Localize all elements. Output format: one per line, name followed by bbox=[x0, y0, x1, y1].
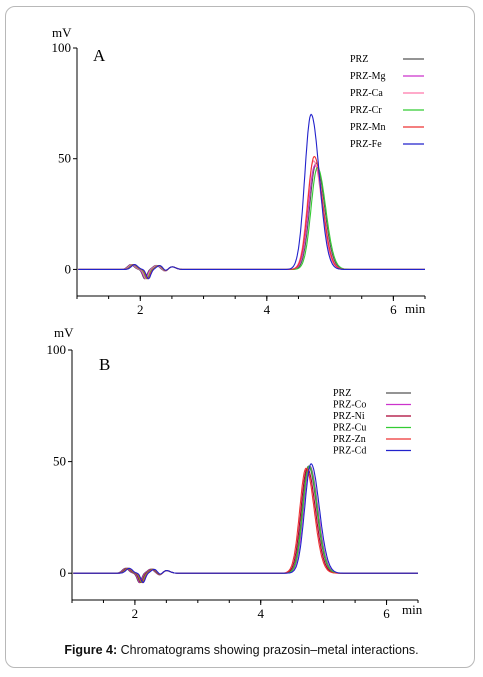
y-tick-label: 100 bbox=[47, 342, 67, 357]
panel-label: B bbox=[99, 355, 110, 374]
legend-label: PRZ-Fe bbox=[350, 139, 382, 150]
legend-label: PRZ-Cu bbox=[333, 423, 366, 434]
panel-label: A bbox=[93, 46, 106, 65]
series-line bbox=[73, 465, 418, 584]
x-unit-label: min bbox=[402, 602, 423, 617]
series-line bbox=[73, 463, 418, 584]
series-line bbox=[78, 160, 425, 280]
panel-a: 0 50 100 2 4 6 mV min A PRZ PRZ-Mg PRZ-Ca PRZ-Cr PRZ-… bbox=[52, 25, 426, 317]
legend-label: PRZ bbox=[350, 54, 368, 65]
x-tick-label: 2 bbox=[137, 302, 144, 317]
series-line bbox=[78, 162, 425, 280]
series-line bbox=[73, 465, 418, 584]
legend-label: PRZ-Ni bbox=[333, 411, 365, 422]
y-unit-label: mV bbox=[54, 325, 74, 340]
series-line bbox=[78, 155, 425, 280]
y-tick-label: 0 bbox=[60, 565, 67, 580]
series-line bbox=[78, 113, 425, 280]
figure-frame bbox=[5, 6, 475, 668]
caption-text: Chromatograms showing prazosin–metal int… bbox=[117, 643, 419, 657]
legend-label: PRZ-Cd bbox=[333, 446, 366, 457]
legend-label: PRZ-Zn bbox=[333, 434, 366, 445]
series-line bbox=[78, 164, 425, 280]
legend-label: PRZ-Mn bbox=[350, 122, 386, 133]
series-line bbox=[78, 166, 425, 280]
y-tick-label: 0 bbox=[65, 261, 72, 276]
legend-label: PRZ-Mg bbox=[350, 71, 386, 82]
x-unit-label: min bbox=[405, 301, 426, 316]
x-tick-label: 2 bbox=[132, 606, 139, 621]
x-tick-label: 4 bbox=[264, 302, 271, 317]
legend-label: PRZ-Ca bbox=[350, 88, 383, 99]
series-line bbox=[73, 467, 418, 584]
legend-label: PRZ-Co bbox=[333, 400, 366, 411]
x-tick-label: 6 bbox=[390, 302, 397, 317]
caption-label: Figure 4: bbox=[64, 643, 118, 657]
legend-label: PRZ-Cr bbox=[350, 105, 382, 116]
x-tick-label: 6 bbox=[383, 606, 390, 621]
y-tick-label: 100 bbox=[52, 40, 72, 55]
y-unit-label: mV bbox=[52, 25, 72, 40]
y-tick-label: 50 bbox=[58, 151, 71, 166]
legend-label: PRZ bbox=[333, 388, 351, 399]
x-tick-label: 4 bbox=[257, 606, 264, 621]
series-line bbox=[73, 465, 418, 584]
y-tick-label: 50 bbox=[53, 454, 66, 469]
figure-caption: Figure 4: Chromatograms showing prazosin… bbox=[0, 643, 483, 657]
series-line bbox=[73, 467, 418, 584]
